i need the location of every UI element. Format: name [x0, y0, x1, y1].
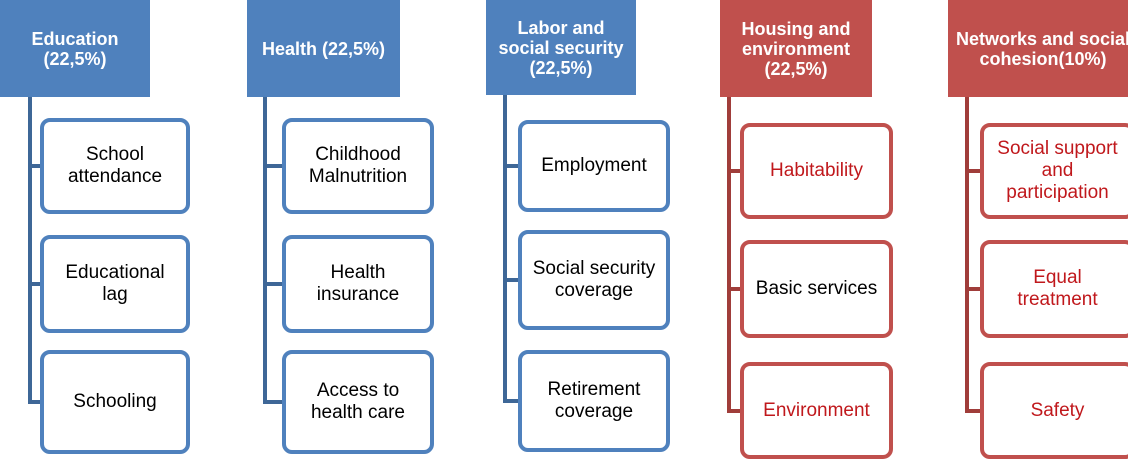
category-header: Housing and environment (22,5%): [720, 0, 872, 97]
indicator-box: Retirement coverage: [518, 350, 670, 452]
connector-line: [28, 282, 42, 286]
connector-line: [503, 164, 520, 168]
connector-line: [965, 169, 982, 173]
connector-line: [28, 164, 42, 168]
indicator-box: Environment: [740, 362, 893, 459]
connector-line: [727, 169, 742, 173]
indicator-box: School attendance: [40, 118, 190, 214]
indicator-box: Schooling: [40, 350, 190, 454]
connector-line: [263, 97, 267, 404]
indicator-box: Employment: [518, 120, 670, 212]
category-header: Labor and social security (22,5%): [486, 0, 636, 95]
category-header: Health (22,5%): [247, 0, 400, 97]
connector-line: [263, 282, 284, 286]
connector-line: [965, 287, 982, 291]
indicator-box: Childhood Malnutrition: [282, 118, 434, 214]
connector-line: [263, 164, 284, 168]
indicator-box: Social security coverage: [518, 230, 670, 330]
connector-line: [28, 97, 32, 404]
connector-line: [263, 400, 284, 404]
indicator-box: Social support and participation: [980, 123, 1128, 219]
connector-line: [28, 400, 42, 404]
indicator-box: Safety: [980, 362, 1128, 459]
indicator-box: Basic services: [740, 240, 893, 338]
indicator-box: Health insurance: [282, 235, 434, 333]
connector-line: [965, 97, 969, 413]
indicator-box: Habitability: [740, 123, 893, 219]
category-header: Education (22,5%): [0, 0, 150, 97]
connector-line: [965, 408, 982, 413]
indicator-box: Educational lag: [40, 235, 190, 333]
connector-line: [503, 95, 507, 403]
connector-line: [727, 97, 731, 413]
connector-line: [727, 287, 742, 291]
category-header: Networks and social cohesion(10%): [948, 0, 1128, 97]
indicator-box: Equal treatment: [980, 240, 1128, 338]
indicator-box: Access to health care: [282, 350, 434, 454]
connector-line: [503, 278, 520, 282]
connector-line: [727, 408, 742, 413]
connector-line: [503, 399, 520, 403]
